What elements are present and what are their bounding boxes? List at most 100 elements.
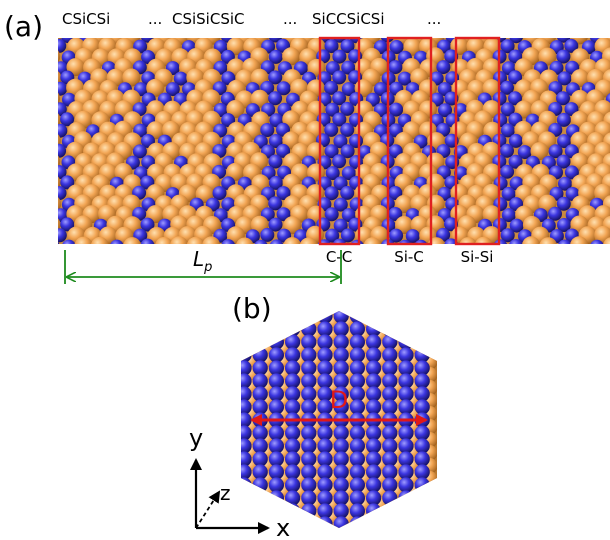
carbon-atom [241,386,252,402]
stacking-sequence: CSiCSi ... CSiSiCSiC ... SiCCSiCSi ... [62,10,441,28]
silicon-atom [236,237,254,244]
carbon-atom [349,438,365,454]
sequence-segment-2: CSiSiCSiC [172,10,245,28]
carbon-atom [382,311,398,324]
carbon-atom [333,334,349,350]
silicon-atom [299,237,318,244]
carbon-atom [500,39,515,54]
carbon-atom [301,451,317,467]
silicon-atom [570,236,589,244]
carbon-atom [140,238,155,244]
carbon-atom [508,133,523,148]
carbon-atom [414,386,430,402]
carbon-atom [340,122,355,137]
carbon-atom [301,386,317,402]
carbon-atom [349,347,365,363]
carbon-atom [548,206,562,221]
carbon-atom [444,49,459,64]
carbon-atom [317,334,333,350]
carbon-atom [349,399,365,415]
carbon-atom [317,477,333,493]
silicon-atom [403,38,422,56]
carbon-atom [268,134,283,148]
carbon-atom [325,166,340,181]
carbon-atom [268,464,284,480]
carbon-atom [270,239,284,244]
carbon-atom [517,145,532,160]
carbon-atom [388,60,403,75]
silicon-atom [259,509,276,527]
carbon-atom [414,360,430,376]
carbon-atom [241,425,252,441]
carbon-atom [268,490,284,506]
sequence-ellipsis-1: ... [148,10,162,28]
carbon-atom [333,503,349,519]
carbon-atom [285,438,301,454]
silicon-atom [482,79,501,98]
carbon-atom [241,477,252,493]
carbon-atom [333,347,349,363]
carbon-atom [260,227,275,242]
nanowire-side-view [58,38,610,244]
sequence-ellipsis-2: ... [283,10,297,28]
carbon-atom [332,91,347,106]
carbon-atom [501,186,516,201]
carbon-atom [317,360,333,376]
silicon-atom [282,47,301,66]
carbon-atom [254,239,268,244]
silicon-atom [186,236,205,244]
carbon-atom [556,49,571,64]
silicon-atom [363,237,382,244]
carbon-atom [301,311,317,324]
carbon-atom [349,451,365,467]
carbon-atom [414,399,430,415]
silicon-atom [291,522,308,528]
interface-label-si-c: Si-C [394,248,424,266]
carbon-atom [241,360,252,376]
carbon-atom [241,438,252,454]
silicon-atom [388,509,405,527]
carbon-atom [556,91,570,106]
carbon-atom [366,451,382,467]
silicon-atom [404,496,422,514]
silicon-atom [421,327,437,345]
carbon-atom [285,425,301,441]
carbon-atom [301,347,317,363]
carbon-atom [58,186,67,201]
carbon-atom [268,477,284,493]
silicon-atom [421,496,437,514]
carbon-atom [366,334,382,350]
silicon-atom [146,121,165,140]
carbon-atom [301,425,317,441]
carbon-atom [556,196,571,211]
carbon-atom [366,464,382,480]
carbon-atom [285,321,301,337]
carbon-atom [414,425,430,441]
carbon-atom [60,112,75,127]
carbon-atom [382,373,398,389]
carbon-atom [509,218,524,233]
carbon-atom [317,438,333,454]
carbon-atom [301,399,317,415]
carbon-atom [556,112,571,127]
interface-label-c-c: C-C [326,248,352,266]
carbon-atom [389,228,404,243]
silicon-atom [372,522,389,528]
silicon-atom [404,522,422,528]
carbon-atom [241,412,252,428]
carbon-atom [349,490,365,506]
panel-b-label: (b) [232,292,272,325]
diameter-indicator: D [250,386,428,426]
carbon-atom [241,373,252,389]
silicon-atom [522,236,541,244]
carbon-atom [500,143,514,158]
carbon-atom [173,71,188,86]
carbon-atom [333,516,349,528]
period-label-main: L [193,247,204,271]
carbon-atom [332,238,347,244]
carbon-atom [241,503,252,519]
carbon-atom [333,311,349,324]
carbon-atom [324,80,339,95]
carbon-atom [317,503,333,519]
carbon-atom [398,425,414,441]
